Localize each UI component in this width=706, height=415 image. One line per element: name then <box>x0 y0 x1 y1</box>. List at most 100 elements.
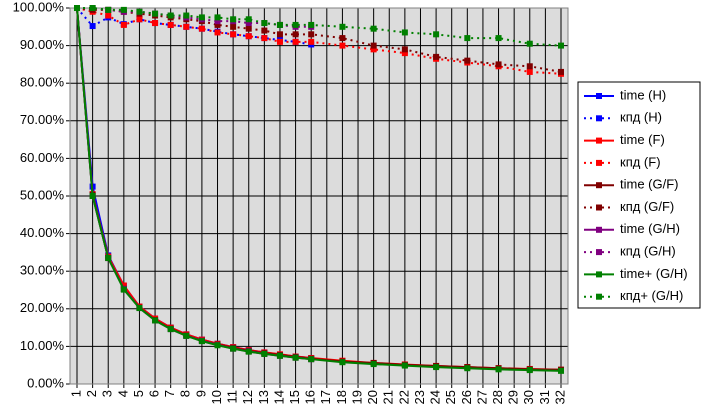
x-tick-label: 23 <box>412 390 427 404</box>
x-tick-label: 11 <box>225 390 240 404</box>
marker <box>89 23 96 30</box>
marker <box>308 21 315 28</box>
marker <box>464 57 471 64</box>
legend-label: time (H) <box>620 87 666 102</box>
marker <box>526 40 533 47</box>
marker <box>105 255 112 262</box>
marker <box>167 12 174 19</box>
y-tick-label: 30.00% <box>20 263 65 278</box>
marker <box>167 21 174 28</box>
marker <box>167 326 174 333</box>
x-tick-label: 7 <box>162 390 177 397</box>
x-tick-label: 25 <box>443 390 458 404</box>
x-tick-label: 32 <box>552 390 567 404</box>
y-tick-label: 10.00% <box>20 338 65 353</box>
legend-label: time+ (G/H) <box>620 266 688 281</box>
x-tick-label: 18 <box>334 390 349 404</box>
legend-marker <box>596 137 602 144</box>
marker <box>433 53 440 60</box>
x-tick-label: 13 <box>256 390 271 404</box>
marker <box>214 18 221 25</box>
marker <box>120 21 127 28</box>
x-tick-label: 24 <box>428 390 443 404</box>
marker <box>433 31 440 38</box>
x-tick-label: 6 <box>147 390 162 397</box>
marker <box>433 364 440 371</box>
legend-marker <box>596 182 602 189</box>
legend-label: time (G/H) <box>620 221 680 236</box>
y-tick-label: 100.00% <box>13 0 65 14</box>
marker <box>152 10 159 17</box>
legend-label: кпд+ (G/H) <box>620 288 683 303</box>
marker <box>261 350 268 357</box>
legend-marker <box>596 271 602 278</box>
x-tick-label: 31 <box>537 390 552 404</box>
marker <box>152 20 159 27</box>
marker <box>183 12 190 19</box>
marker <box>526 63 533 70</box>
marker <box>136 305 143 312</box>
marker <box>401 362 408 369</box>
x-tick-label: 1 <box>68 390 83 397</box>
marker <box>276 352 283 359</box>
y-tick-label: 60.00% <box>20 150 65 165</box>
legend-label: time (F) <box>620 132 665 147</box>
marker <box>214 29 221 36</box>
y-tick-label: 90.00% <box>20 37 65 52</box>
marker <box>339 23 346 30</box>
legend-marker <box>596 204 602 211</box>
marker <box>339 42 346 49</box>
marker <box>230 31 237 38</box>
marker <box>276 21 283 28</box>
marker <box>401 46 408 53</box>
marker <box>370 42 377 49</box>
series-line <box>76 7 562 372</box>
marker <box>292 354 299 361</box>
marker <box>198 14 205 21</box>
marker <box>261 20 268 27</box>
marker <box>74 5 80 11</box>
x-tick-label: 27 <box>474 390 489 404</box>
marker <box>245 33 252 40</box>
x-tick-label: 14 <box>271 390 286 404</box>
y-tick-label: 20.00% <box>20 300 65 315</box>
marker <box>214 14 221 21</box>
marker <box>339 35 346 42</box>
marker <box>214 21 221 28</box>
marker <box>183 332 190 339</box>
x-tick-label: 28 <box>490 390 505 404</box>
x-tick-label: 16 <box>303 390 318 404</box>
marker <box>230 23 237 30</box>
marker <box>105 6 112 13</box>
marker <box>136 16 143 23</box>
marker <box>558 367 564 374</box>
marker <box>198 25 205 32</box>
marker <box>558 68 564 75</box>
marker <box>230 345 237 352</box>
marker <box>120 6 127 13</box>
legend-label: кпд (G/F) <box>620 199 674 214</box>
x-tick-label: 22 <box>396 390 411 404</box>
legend-label: time (G/F) <box>620 177 679 192</box>
x-tick-label: 26 <box>459 390 474 404</box>
marker <box>464 365 471 372</box>
marker <box>370 361 377 368</box>
marker <box>464 35 471 42</box>
legend-marker <box>596 249 602 256</box>
legend-marker <box>596 293 602 300</box>
legend-marker <box>596 159 602 166</box>
x-tick-label: 20 <box>365 390 380 404</box>
legend-label: кпд (F) <box>620 154 661 169</box>
y-tick-label: 70.00% <box>20 112 65 127</box>
marker <box>245 16 252 23</box>
x-tick-label: 15 <box>287 390 302 404</box>
marker <box>495 61 502 68</box>
x-tick-label: 9 <box>193 390 208 397</box>
marker <box>526 367 533 374</box>
y-tick-label: 0.00% <box>27 375 64 390</box>
marker <box>495 35 502 42</box>
marker <box>245 20 252 27</box>
marker <box>245 25 252 32</box>
y-tick-label: 50.00% <box>20 187 65 202</box>
